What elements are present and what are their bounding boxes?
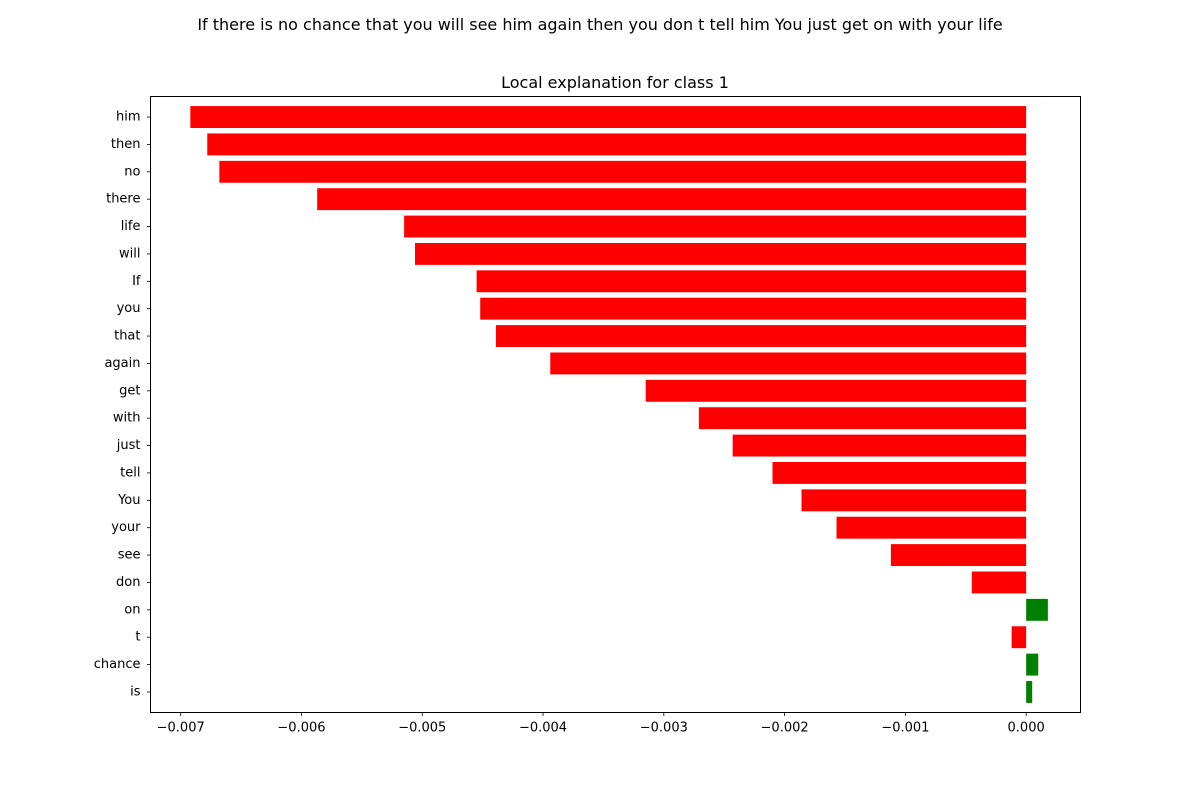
bar-life <box>404 215 1027 238</box>
bar-If <box>476 270 1027 293</box>
x-tick-label: −0.001 <box>881 721 929 736</box>
y-tick-label: don <box>116 575 140 590</box>
bar-is <box>1026 681 1033 703</box>
y-tick-label: If <box>132 274 141 289</box>
y-tick-label: with <box>113 411 141 426</box>
y-tick-label: You <box>117 493 140 508</box>
x-tick-label: −0.007 <box>157 721 205 736</box>
y-tick-label: see <box>118 548 141 563</box>
y-tick-label: get <box>119 383 140 398</box>
bar-see <box>890 544 1027 567</box>
bar-that <box>495 325 1027 348</box>
y-tick-label: will <box>119 246 140 261</box>
bar-then <box>207 133 1027 156</box>
y-tick-label: life <box>121 219 141 234</box>
y-tick-label: him <box>116 110 141 125</box>
x-tick-label: −0.004 <box>519 721 567 736</box>
bar-with <box>698 407 1027 430</box>
y-tick-label: your <box>111 520 141 535</box>
bar-you <box>480 297 1027 320</box>
y-tick-label: no <box>124 164 140 179</box>
bar-will <box>415 242 1027 265</box>
bar-on <box>1026 598 1048 621</box>
y-tick-label: chance <box>94 657 141 672</box>
bar-don <box>971 571 1027 594</box>
bar-tell <box>772 461 1027 484</box>
bar-get <box>645 379 1027 402</box>
y-tick-label: again <box>104 356 140 371</box>
y-tick-label: there <box>106 192 140 207</box>
figure-suptitle: If there is no chance that you will see … <box>197 15 1002 34</box>
bar-chance <box>1026 653 1039 676</box>
bar-your <box>836 516 1027 539</box>
y-tick-label: then <box>111 137 141 152</box>
bar-there <box>317 188 1027 211</box>
bar-again <box>550 352 1027 375</box>
y-tick-label: on <box>124 602 140 617</box>
bar-him <box>190 106 1027 128</box>
y-tick-label: you <box>117 301 141 316</box>
plot-frame <box>150 96 1081 713</box>
bars-group <box>190 106 1048 703</box>
chart-title: Local explanation for class 1 <box>501 73 729 92</box>
bar-just <box>732 434 1027 457</box>
x-tick-label: −0.002 <box>761 721 809 736</box>
y-axis: him then no there life will If you that again get w… <box>94 110 151 699</box>
y-tick-label: just <box>116 438 141 453</box>
x-tick-label: −0.005 <box>398 721 446 736</box>
bar-no <box>219 160 1027 183</box>
x-tick-label: 0.000 <box>1008 721 1045 736</box>
bar-You <box>801 489 1027 512</box>
x-tick-label: −0.003 <box>640 721 688 736</box>
x-axis: −0.007 −0.006 −0.005 −0.004 −0.003 −0.002 −0.0… <box>157 712 1045 736</box>
bar-t <box>1011 626 1027 649</box>
y-tick-label: t <box>135 630 140 645</box>
y-tick-label: tell <box>120 465 140 480</box>
x-tick-label: −0.006 <box>277 721 325 736</box>
y-tick-label: that <box>114 329 140 344</box>
y-tick-label: is <box>130 684 141 699</box>
